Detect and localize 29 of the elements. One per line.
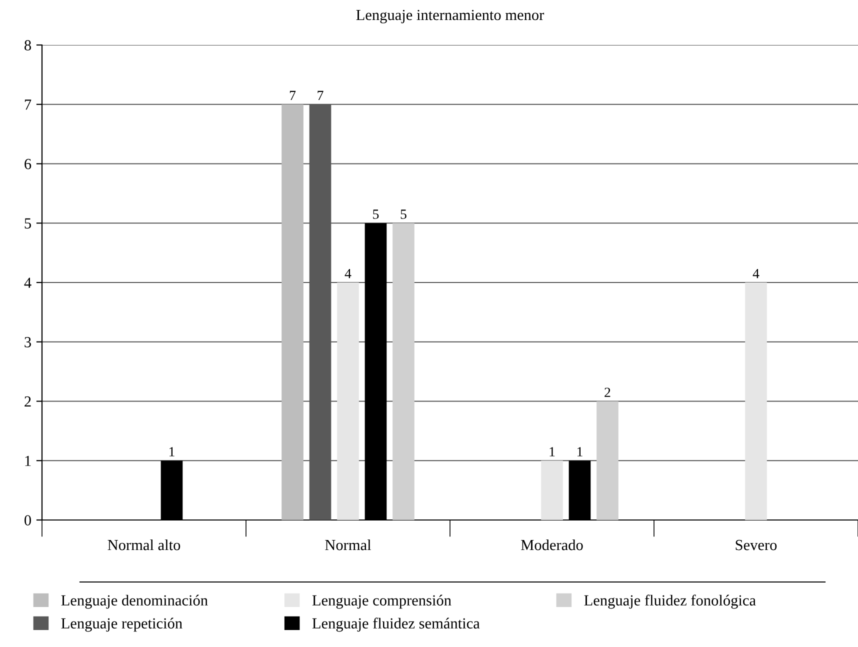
legend-label: Lenguaje denominación	[61, 594, 208, 609]
x-tick-label: Severo	[736, 540, 777, 550]
legend-label: Lenguaje repetición	[61, 618, 182, 632]
y-tick-label: 4	[24, 278, 32, 288]
y-tick-label: 6	[24, 158, 32, 170]
data-label: 1	[169, 447, 174, 456]
legend-label: Lenguaje fluidez semántica	[312, 618, 480, 632]
data-label: 4	[344, 269, 352, 278]
y-tick-label: 3	[24, 337, 31, 348]
x-tick-label: Normal	[325, 539, 372, 550]
data-label: 2	[604, 388, 610, 397]
legend-label: Lenguaje comprensión	[312, 594, 452, 609]
x-tick-label: Normal alto	[108, 539, 180, 550]
data-label: 5	[373, 210, 379, 219]
data-label: 7	[318, 90, 324, 100]
y-tick-label: 8	[24, 40, 31, 50]
y-tick-label: 5	[24, 218, 31, 229]
data-label: 5	[400, 210, 406, 219]
data-label: 1	[550, 447, 555, 456]
x-tick-label: Moderado	[521, 539, 583, 550]
legend-label: Lenguaje fluidez fonológica	[584, 594, 756, 609]
data-label: 7	[290, 90, 296, 100]
y-tick-label: 7	[24, 100, 32, 110]
data-label: 1	[577, 447, 582, 456]
y-tick-label: 0	[24, 515, 31, 526]
y-tick-label: 1	[25, 456, 31, 466]
chart-title: Lenguaje internamiento menor	[356, 10, 544, 24]
data-label: 4	[752, 269, 760, 278]
y-tick-label: 2	[24, 396, 31, 407]
